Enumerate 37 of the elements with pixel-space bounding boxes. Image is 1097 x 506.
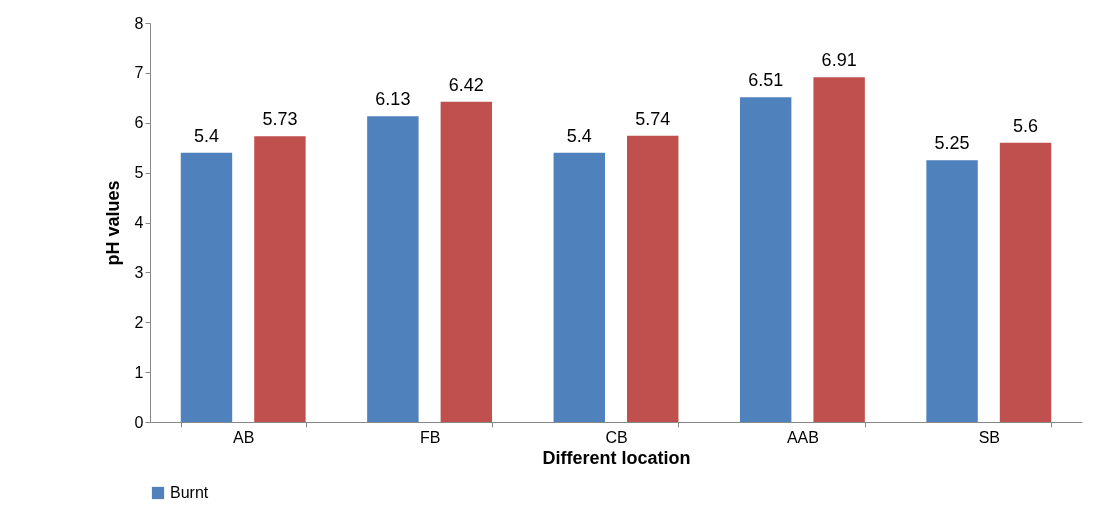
bar [999,142,1052,422]
y-axis-title: pH values [102,180,123,266]
data-label: 5.4 [193,125,219,146]
y-tick-label: 1 [134,363,144,381]
data-label: 5.25 [934,133,970,154]
data-label: 5.6 [1013,115,1039,136]
bar [254,136,306,422]
data-label: 6.13 [375,89,411,110]
y-tick-label: 7 [134,64,144,82]
bar [813,77,865,422]
y-tick-label: 8 [134,14,144,32]
bar [739,97,792,422]
data-label: 5.74 [635,108,671,129]
bar [440,101,493,422]
y-tick-label: 3 [134,263,144,281]
bar [553,152,605,422]
y-tick-label: 6 [134,114,144,132]
y-tick-label: 4 [134,214,144,231]
bar [367,116,419,422]
legend-label: Burnt [170,484,209,501]
x-tick-label: CB [605,428,628,446]
x-tick-label: SB [978,428,1000,446]
bar [926,160,978,422]
y-tick-label: 5 [134,164,144,182]
data-label: 6.91 [821,50,857,71]
y-tick-label: 0 [134,413,144,431]
bar [627,135,679,422]
x-tick-label: FB [419,428,441,446]
data-label: 5.4 [566,125,592,146]
data-label: 6.42 [448,74,484,95]
x-axis-title: Different location [542,447,691,468]
x-tick-label: AB [233,428,255,446]
x-tick-label: AAB [786,428,819,446]
bar [180,152,233,422]
data-label: 6.51 [748,70,784,91]
y-tick-label: 2 [134,313,144,331]
data-label: 5.73 [262,109,298,130]
